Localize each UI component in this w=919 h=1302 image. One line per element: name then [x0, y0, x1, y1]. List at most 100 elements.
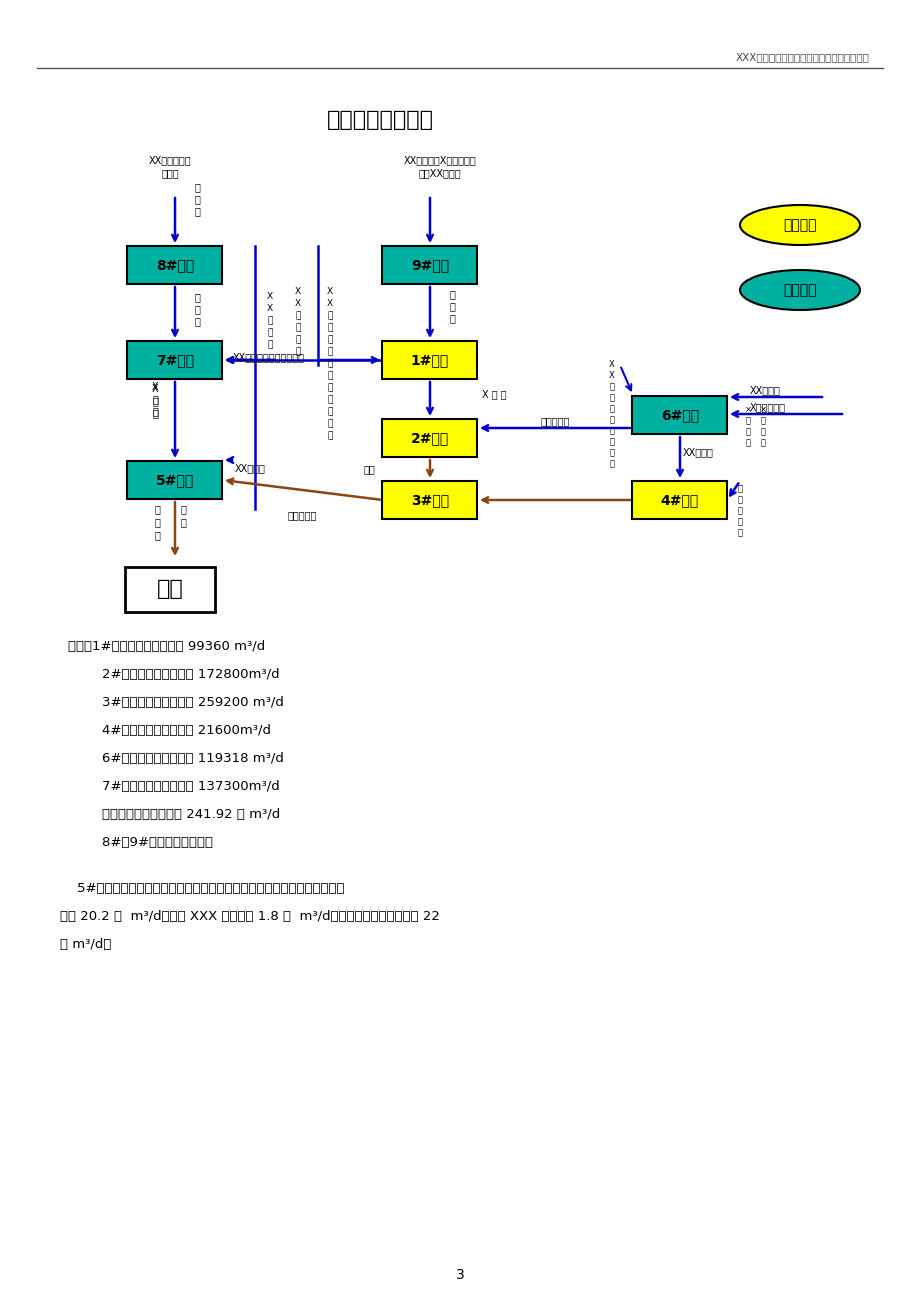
Text: X: X	[326, 299, 333, 309]
Text: 侧: 侧	[267, 340, 272, 349]
Text: 4#泵站的日输送能力为 21600m³/d: 4#泵站的日输送能力为 21600m³/d	[68, 724, 271, 737]
Text: 2#泵站: 2#泵站	[411, 431, 448, 445]
Text: 7#泵站: 7#泵站	[155, 353, 194, 367]
Text: 路: 路	[194, 206, 199, 216]
FancyBboxPatch shape	[128, 461, 222, 499]
Text: X: X	[295, 299, 301, 309]
Text: 涌: 涌	[744, 417, 750, 424]
Text: 污: 污	[744, 427, 750, 436]
Text: 1#泵站: 1#泵站	[411, 353, 448, 367]
Text: 的: 的	[327, 419, 333, 428]
Text: 万 m³/d。: 万 m³/d。	[60, 937, 111, 950]
Text: 路: 路	[608, 381, 614, 391]
Text: X: X	[152, 381, 158, 392]
Text: X: X	[267, 303, 273, 312]
Text: 东: 东	[327, 323, 333, 332]
Text: 已建泵站: 已建泵站	[782, 217, 816, 232]
Text: 截: 截	[327, 348, 333, 355]
Text: 排洪泵站日排洪能力为 241.92 万 m³/d: 排洪泵站日排洪能力为 241.92 万 m³/d	[68, 809, 280, 822]
Text: 西: 西	[448, 289, 454, 299]
Text: 8#、9#泵站仍在设计中。: 8#、9#泵站仍在设计中。	[68, 836, 213, 849]
Text: 广: 广	[194, 292, 199, 302]
FancyBboxPatch shape	[382, 246, 477, 284]
Text: 广: 广	[608, 437, 614, 447]
Text: 渠箱: 渠箱	[363, 464, 375, 474]
Text: 6#泵站: 6#泵站	[660, 408, 698, 422]
Text: 涌: 涌	[760, 417, 765, 424]
Text: XX路污水: XX路污水	[682, 447, 713, 457]
Text: ×: ×	[743, 405, 751, 414]
Text: 河: 河	[327, 311, 333, 320]
Text: 市: 市	[737, 495, 742, 504]
Text: XX河工业范围: XX河工业范围	[149, 155, 191, 165]
Text: 路: 路	[152, 395, 158, 404]
Text: 划: 划	[194, 194, 199, 204]
Text: 7#泵站的日输送能力为 137300m³/d: 7#泵站的日输送能力为 137300m³/d	[68, 780, 279, 793]
FancyBboxPatch shape	[632, 480, 727, 519]
Text: 3#泵站的日输送能力为 259200 m³/d: 3#泵站的日输送能力为 259200 m³/d	[68, 697, 284, 710]
FancyBboxPatch shape	[382, 480, 477, 519]
Text: X: X	[267, 292, 273, 301]
Text: X: X	[326, 286, 333, 296]
Text: X 涌 污: X 涌 污	[482, 389, 506, 398]
Text: 过: 过	[180, 504, 186, 514]
Text: X: X	[608, 359, 614, 368]
Text: 污: 污	[152, 408, 158, 418]
Text: 污: 污	[327, 359, 333, 368]
Text: XXX污水处理（三期）机电设备单机调试方案: XXX污水处理（三期）机电设备单机调试方案	[735, 52, 869, 62]
Text: 水: 水	[760, 437, 765, 447]
Text: 西: 西	[267, 328, 272, 337]
Text: 污: 污	[152, 406, 158, 417]
Text: 新: 新	[737, 484, 742, 493]
Text: 厂区: 厂区	[156, 579, 183, 599]
Text: XX路以北、X河东侧截污: XX路以北、X河东侧截污	[403, 155, 476, 165]
Text: 水、XX涌污水: 水、XX涌污水	[418, 168, 460, 178]
Text: 路: 路	[194, 316, 199, 326]
Text: 收: 收	[327, 395, 333, 404]
Text: 村: 村	[295, 311, 301, 320]
FancyBboxPatch shape	[125, 566, 215, 612]
Text: 河: 河	[267, 316, 272, 326]
Text: 路: 路	[152, 396, 158, 406]
Text: 东: 东	[608, 393, 614, 402]
Text: XX河截污系统收集的污水: XX河截污系统收集的污水	[233, 352, 305, 362]
Text: 段: 段	[608, 404, 614, 413]
Text: 路: 路	[448, 312, 454, 323]
Text: 5#泵站: 5#泵站	[155, 473, 194, 487]
Text: 污: 污	[327, 431, 333, 440]
Text: 4#泵站: 4#泵站	[660, 493, 698, 506]
Text: 力为 20.2 万  m³/d。加上 XXX 污水为日 1.8 万  m³/d，进入三期污水厂污水共 22: 力为 20.2 万 m³/d。加上 XXX 污水为日 1.8 万 m³/d，进入…	[60, 910, 439, 923]
Text: 槎: 槎	[448, 301, 454, 311]
Text: 集: 集	[327, 408, 333, 417]
Text: 清: 清	[194, 303, 199, 314]
Text: ×: ×	[759, 405, 766, 414]
Text: 2#泵站的日输送能力为 172800m³/d: 2#泵站的日输送能力为 172800m³/d	[68, 668, 279, 681]
Text: 水: 水	[295, 348, 301, 355]
Text: 管: 管	[153, 530, 160, 540]
Text: 内污水: 内污水	[161, 168, 178, 178]
Text: 5#泵站是承接其它八个泵站污水输送到三期厂区的最终泵站，其日输送能: 5#泵站是承接其它八个泵站污水输送到三期厂区的最终泵站，其日输送能	[60, 881, 345, 894]
Text: X: X	[295, 286, 301, 296]
Text: 力: 力	[153, 517, 160, 527]
Text: 水: 水	[744, 437, 750, 447]
FancyBboxPatch shape	[382, 419, 477, 457]
Text: 路: 路	[608, 460, 614, 467]
Ellipse shape	[739, 270, 859, 310]
Text: 旧: 旧	[608, 426, 614, 435]
Text: 规: 规	[194, 182, 199, 191]
Text: 海: 海	[180, 517, 186, 527]
Text: X: X	[608, 371, 614, 380]
FancyBboxPatch shape	[128, 341, 222, 379]
Text: 水: 水	[737, 529, 742, 536]
Text: …: …	[266, 352, 274, 361]
Text: X涌上游污水: X涌上游污水	[749, 402, 785, 411]
Text: 涌: 涌	[295, 323, 301, 332]
Text: 及: 及	[608, 415, 614, 424]
FancyBboxPatch shape	[128, 246, 222, 284]
Text: 8#泵站: 8#泵站	[155, 258, 194, 272]
Text: 其中：1#泵站的日输送能力为 99360 m³/d: 其中：1#泵站的日输送能力为 99360 m³/d	[68, 641, 265, 654]
Text: 3: 3	[455, 1268, 464, 1282]
FancyBboxPatch shape	[632, 396, 727, 434]
Text: 3#泵站: 3#泵站	[411, 493, 448, 506]
FancyBboxPatch shape	[382, 341, 477, 379]
